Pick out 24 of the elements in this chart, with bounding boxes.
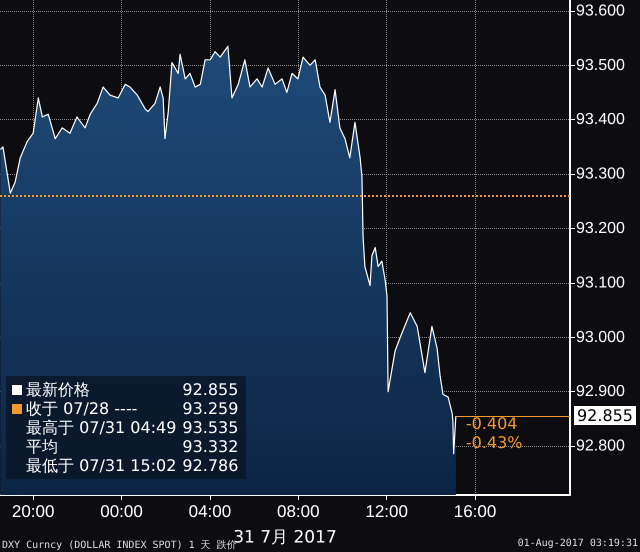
- y-tick-label: 93.300: [576, 166, 626, 183]
- annotation: 最低于 07/31 15:02 92.786: [26, 456, 238, 475]
- annotation: 92.855: [574, 406, 636, 426]
- y-tick-label: 93.200: [576, 220, 626, 237]
- y-tick-label: 93.000: [576, 328, 626, 346]
- annotation: -0.43%: [466, 433, 522, 452]
- x-tick-label: 16:00: [454, 502, 496, 521]
- x-tick-label: 20:00: [12, 502, 54, 521]
- y-tick-label: 93.100: [576, 274, 626, 292]
- y-tick-label: 92.900: [576, 383, 626, 400]
- x-tick-label: 00:00: [100, 502, 143, 521]
- x-tick-label: 08:00: [276, 502, 320, 521]
- x-tick-label: 12:00: [365, 502, 408, 521]
- text: 01-Aug-2017 03:19:31: [518, 538, 638, 549]
- annotation: -0.404: [466, 414, 518, 434]
- x-tick-label: 04:00: [188, 502, 232, 521]
- y-tick-label: 93.600: [576, 2, 626, 20]
- y-tick-label: 93.400: [576, 111, 626, 128]
- y-tick-label: 93.500: [576, 56, 626, 74]
- text: 收于 07/28 ---- 93.259: [26, 399, 238, 418]
- y-tick-label: 92.800: [576, 438, 626, 455]
- text: 最新价格 92.855: [26, 380, 238, 399]
- text: 平均 93.332: [26, 437, 238, 456]
- annotation: 最高于 07/31 04:49 93.535: [26, 418, 238, 437]
